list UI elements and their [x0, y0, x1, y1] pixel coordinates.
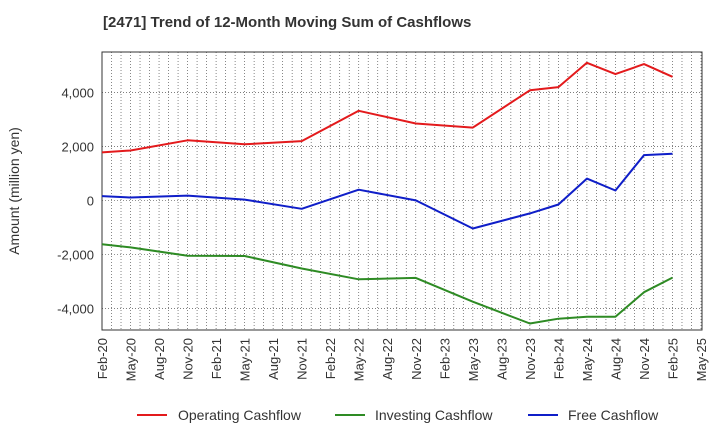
series-line: [101, 152, 673, 230]
x-tick-label: Aug-23: [494, 338, 509, 380]
series-line: [101, 61, 673, 154]
x-tick-label: May-21: [238, 338, 253, 381]
y-tick-label: 4,000: [61, 85, 94, 100]
x-tick-label: Aug-24: [608, 338, 623, 380]
x-tick-label: Nov-24: [637, 338, 652, 380]
x-tick-label: Feb-24: [551, 338, 566, 379]
x-tick-label: May-22: [352, 338, 367, 381]
x-tick-label: Feb-22: [323, 338, 338, 379]
x-tick-label: Nov-22: [409, 338, 424, 380]
y-tick-label: 0: [87, 193, 94, 208]
y-tick-label: 2,000: [61, 139, 94, 154]
x-tick-label: Nov-20: [181, 338, 196, 380]
y-axis-title: Amount (million yen): [6, 127, 22, 255]
x-tick-label: Nov-23: [523, 338, 538, 380]
y-tick-label: -4,000: [57, 301, 94, 316]
x-tick-label: May-23: [466, 338, 481, 381]
x-tick-label: Aug-22: [380, 338, 395, 380]
series-line: [101, 243, 673, 325]
y-tick-label: -2,000: [57, 247, 94, 262]
x-tick-label: Feb-20: [95, 338, 110, 379]
x-tick-label: Aug-20: [152, 338, 167, 380]
legend-label: Operating Cashflow: [178, 407, 302, 423]
chart-title: [2471] Trend of 12-Month Moving Sum of C…: [103, 14, 472, 31]
x-tick-label: Feb-23: [437, 338, 452, 379]
plot-frame: [101, 51, 703, 331]
x-tick-label: Feb-21: [209, 338, 224, 379]
x-tick-label: Feb-25: [665, 338, 680, 379]
legend-label: Investing Cashflow: [375, 407, 493, 423]
x-tick-label: May-20: [124, 338, 139, 381]
x-tick-label: May-24: [580, 338, 595, 381]
x-tick-label: Aug-21: [266, 338, 281, 380]
x-tick-label: Nov-21: [295, 338, 310, 380]
legend-label: Free Cashflow: [568, 407, 659, 423]
x-tick-label: May-25: [694, 338, 709, 381]
